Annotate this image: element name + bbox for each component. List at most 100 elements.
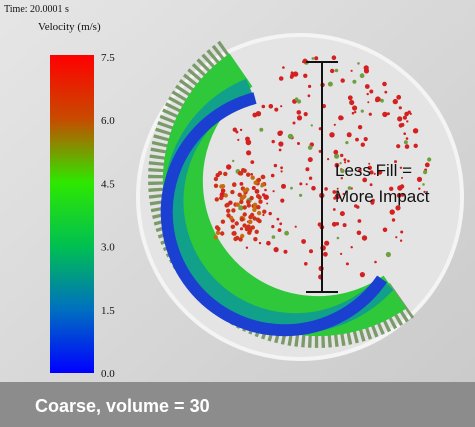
particle (349, 99, 355, 106)
particle (214, 197, 219, 202)
particle (261, 104, 266, 109)
particle (223, 193, 228, 198)
particle (250, 175, 255, 180)
particle (342, 223, 347, 228)
particle (403, 132, 407, 135)
particle (332, 208, 336, 211)
particle (239, 182, 244, 186)
particle (253, 180, 258, 185)
particle (382, 227, 388, 233)
particle (254, 189, 260, 194)
particle (375, 96, 381, 102)
particle (394, 160, 397, 164)
particle (355, 137, 359, 142)
particle (424, 162, 430, 168)
particle (418, 187, 421, 190)
particle (345, 141, 349, 145)
particle (216, 226, 221, 232)
particle (401, 194, 405, 197)
particle (230, 189, 235, 195)
particle (297, 142, 300, 145)
particle (292, 121, 296, 125)
particle (336, 236, 340, 240)
particle (296, 115, 303, 121)
particle (402, 115, 407, 120)
particle (242, 194, 247, 199)
particle (260, 182, 266, 187)
particle (299, 193, 303, 197)
particle (268, 104, 274, 109)
particle (345, 262, 349, 266)
particle (283, 249, 288, 254)
particle (262, 193, 266, 197)
particle (290, 73, 295, 78)
particle (242, 223, 247, 228)
annotation-bracket (306, 61, 338, 293)
particle (308, 84, 312, 88)
particle (234, 221, 239, 226)
particle (246, 199, 251, 205)
particle (399, 239, 403, 242)
particle (284, 230, 289, 236)
particle (405, 137, 409, 140)
particle (347, 186, 352, 190)
particle (395, 236, 398, 239)
colorbar-title: Velocity (m/s) (38, 21, 101, 33)
particle (397, 116, 403, 122)
particle (271, 139, 275, 144)
particle (329, 132, 335, 138)
particle (277, 228, 282, 233)
caption: Coarse, volume = 30 (35, 396, 210, 416)
particle (304, 262, 308, 266)
particle (259, 127, 264, 132)
particle (273, 247, 279, 253)
particle (385, 251, 391, 258)
particle (369, 170, 374, 175)
particle (347, 95, 353, 101)
particle (303, 73, 308, 79)
particle (261, 174, 266, 180)
particle (239, 227, 244, 231)
annotation-text: More Impact (335, 187, 430, 206)
particle (278, 76, 284, 81)
particle (400, 230, 404, 234)
particle (271, 235, 276, 239)
particle (231, 231, 236, 236)
particle (255, 217, 261, 222)
particle (356, 230, 362, 236)
particle (279, 222, 283, 226)
particle (258, 241, 262, 245)
particle (246, 150, 252, 156)
particle (416, 176, 423, 182)
particle (250, 173, 253, 176)
particle (395, 205, 401, 211)
particle (294, 225, 297, 228)
particle (399, 184, 405, 189)
particle (242, 205, 247, 210)
particle (332, 190, 337, 194)
particle (324, 240, 330, 246)
particle (382, 111, 388, 118)
particle (232, 159, 235, 163)
particle (294, 97, 299, 101)
particle (280, 166, 283, 170)
particle (305, 167, 310, 172)
particle (396, 144, 401, 149)
particle (278, 130, 284, 136)
particle (346, 132, 352, 138)
particle (386, 112, 390, 116)
particle (262, 209, 267, 214)
particle (413, 143, 418, 148)
particle (369, 89, 374, 94)
particle (270, 173, 275, 178)
caption-bar (0, 382, 475, 427)
particle (363, 137, 368, 142)
particle (247, 230, 252, 235)
particle (296, 110, 302, 115)
particle (226, 208, 231, 213)
particle (339, 211, 345, 217)
particle (266, 240, 271, 246)
particle (389, 209, 395, 215)
particle (299, 182, 303, 186)
particle (235, 235, 240, 241)
